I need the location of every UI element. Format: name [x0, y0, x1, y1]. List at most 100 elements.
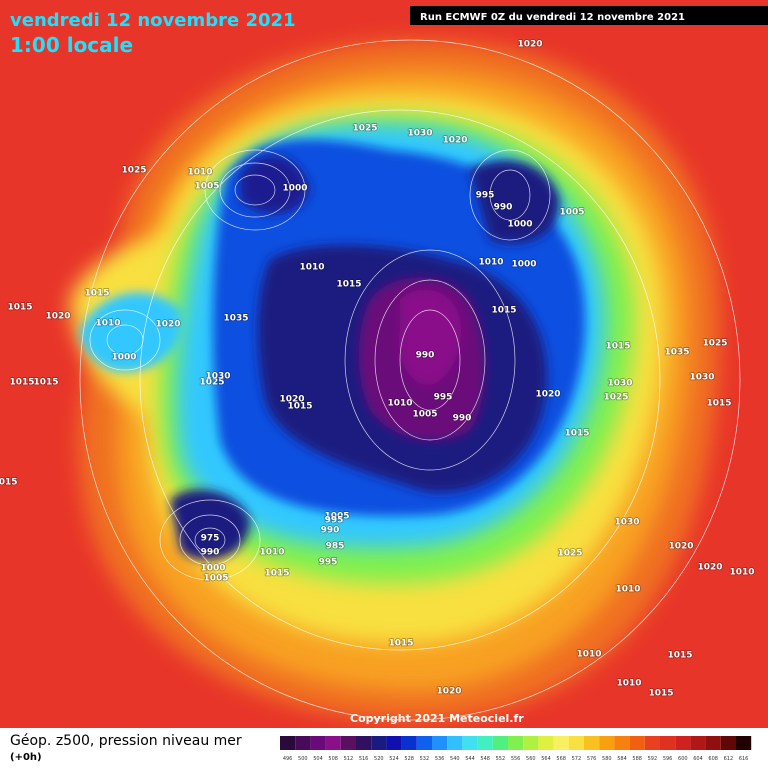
legend-swatch — [325, 736, 341, 750]
isobar-label: 1020 — [697, 563, 722, 573]
legend-label: 592 — [648, 756, 658, 762]
isobar-label: 1020 — [535, 390, 560, 400]
isobar-label: 990 — [201, 548, 220, 558]
forecast-step: (+0h) — [10, 752, 42, 763]
isobar-label: 1005 — [324, 512, 349, 522]
isobar-label: 1015 — [7, 303, 32, 313]
isobar-label: 1010 — [299, 263, 324, 273]
isobar-label: 990 — [321, 526, 340, 536]
isobar-label: 1020 — [279, 395, 304, 405]
legend-swatch — [675, 736, 691, 750]
isobar-label: 1025 — [121, 166, 146, 176]
isobar-label: 1005 — [559, 208, 584, 218]
isobar-label: 1010 — [259, 548, 284, 558]
legend-swatch — [644, 736, 660, 750]
isobar-label: 1020 — [442, 136, 467, 146]
legend-swatch — [553, 736, 569, 750]
legend-swatch — [508, 736, 524, 750]
isobar-label: 990 — [453, 414, 472, 424]
isobar-label: 1030 — [614, 518, 639, 528]
isobar-label: 1015 — [0, 478, 18, 488]
isobar-label: 1010 — [729, 568, 754, 578]
isobars — [79, 39, 741, 721]
legend-swatch — [280, 736, 296, 750]
legend-swatch — [447, 736, 463, 750]
isobar-label: 1010 — [387, 399, 412, 409]
legend-label: 584 — [617, 756, 627, 762]
map-time: 1:00 locale — [10, 33, 133, 57]
legend-swatch — [432, 736, 448, 750]
isobar-label: 1015 — [264, 569, 289, 579]
isobar-label: 990 — [416, 351, 435, 361]
isobar-label: 990 — [494, 203, 513, 213]
legend-label: 556 — [511, 756, 521, 762]
isobar-label: 1015 — [287, 402, 312, 412]
isobar-label: 1015 — [706, 399, 731, 409]
isobar-label: 1035 — [223, 314, 248, 324]
legend-swatch — [386, 736, 402, 750]
map-title: vendredi 12 novembre 2021 — [10, 10, 296, 31]
legend-label: 532 — [420, 756, 430, 762]
legend-swatch — [295, 736, 311, 750]
legend-swatch — [523, 736, 539, 750]
legend-swatch — [416, 736, 432, 750]
legend-swatch — [614, 736, 630, 750]
isobar-label: 1000 — [282, 184, 307, 194]
legend-label: 552 — [496, 756, 506, 762]
legend-swatch — [705, 736, 721, 750]
legend-swatch — [492, 736, 508, 750]
isobar-label: 1025 — [352, 124, 377, 134]
legend-swatch — [568, 736, 584, 750]
isobar-label: 1015 — [491, 306, 516, 316]
isobar-label: 1025 — [199, 378, 224, 388]
legend-swatch — [720, 736, 736, 750]
isobar-label: 1000 — [111, 353, 136, 363]
copyright: Copyright 2021 Meteociel.fr — [350, 712, 524, 725]
isobar-label: 1020 — [517, 40, 542, 50]
isobar-label: 1010 — [576, 650, 601, 660]
legend-swatch — [356, 736, 372, 750]
legend-label: 520 — [374, 756, 384, 762]
isobar-label: 1015 — [667, 651, 692, 661]
legend-swatch — [462, 736, 478, 750]
legend-swatch — [401, 736, 417, 750]
legend-label: 588 — [632, 756, 642, 762]
legend-swatch — [660, 736, 676, 750]
legend-label: 524 — [389, 756, 399, 762]
legend-label: 576 — [587, 756, 597, 762]
legend-label: 560 — [526, 756, 536, 762]
legend-label: 536 — [435, 756, 445, 762]
isobar-label: 1015 — [336, 280, 361, 290]
isobar-label: 1025 — [603, 393, 628, 403]
isobar-label: 1015 — [564, 429, 589, 439]
isobar-label: 1010 — [615, 585, 640, 595]
isobar-label: 1015 — [648, 689, 673, 699]
legend-label: 612 — [724, 756, 734, 762]
isobar-label: 1015 — [9, 378, 34, 388]
isobar-label: 1000 — [200, 564, 225, 574]
isobar-label: 1005 — [412, 410, 437, 420]
legend-swatch — [477, 736, 493, 750]
legend-label: 500 — [298, 756, 308, 762]
legend-label: 508 — [328, 756, 338, 762]
isobar-label: 1015 — [388, 639, 413, 649]
isobar-label: 1035 — [664, 348, 689, 358]
isobar-label: 1015 — [605, 342, 630, 352]
run-info: Run ECMWF 0Z du vendredi 12 novembre 202… — [420, 12, 685, 23]
legend-label: 516 — [359, 756, 369, 762]
isobar-label: 1030 — [607, 379, 632, 389]
geopotential-field — [70, 40, 720, 721]
legend-swatch — [584, 736, 600, 750]
legend-swatch — [340, 736, 356, 750]
isobar-label: 1010 — [187, 168, 212, 178]
isobar-label: 1010 — [616, 679, 641, 689]
legend-label: 600 — [678, 756, 688, 762]
legend-label: 504 — [313, 756, 323, 762]
isobar-label: 1020 — [45, 312, 70, 322]
isobar-label: 1025 — [557, 549, 582, 559]
legend-label: 544 — [465, 756, 475, 762]
legend-label: 512 — [344, 756, 354, 762]
field-label: Géop. z500, pression niveau mer — [10, 733, 242, 749]
isobar-label: 1000 — [511, 260, 536, 270]
